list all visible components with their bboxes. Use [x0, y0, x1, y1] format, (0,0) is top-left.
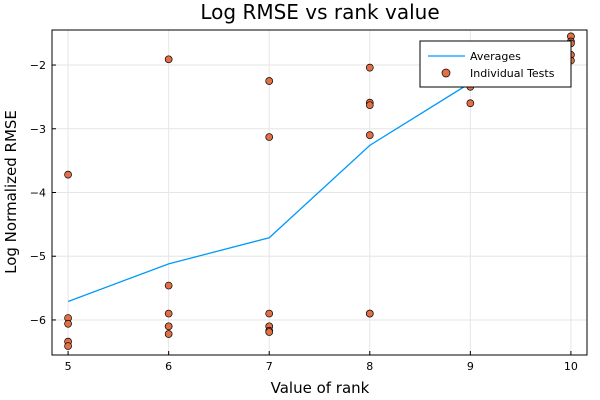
x-tick-label: 10 — [564, 360, 578, 373]
individual-test-point — [365, 101, 374, 110]
x-axis-label: Value of rank — [271, 379, 370, 397]
y-tick-label: −5 — [30, 250, 46, 263]
x-tick-label: 8 — [366, 360, 373, 373]
x-tick-label: 7 — [266, 360, 273, 373]
y-tick-label: −6 — [30, 314, 46, 327]
individual-test-point — [164, 309, 173, 318]
individual-test-point — [64, 170, 72, 179]
individual-test-point — [164, 281, 173, 290]
y-tick-label: −4 — [30, 187, 46, 200]
individual-test-point — [365, 309, 374, 318]
legend-entry-averages: Averages — [470, 50, 521, 63]
individual-test-point — [164, 330, 173, 338]
legend-entry-individual-tests: Individual Tests — [470, 67, 555, 80]
individual-test-point — [265, 77, 274, 85]
individual-test-point — [265, 309, 274, 318]
individual-test-point — [164, 322, 173, 331]
legend: Averages Individual Tests — [419, 40, 572, 88]
individual-test-point — [265, 328, 274, 336]
individual-test-point — [265, 133, 274, 141]
x-tick-label: 5 — [65, 360, 72, 373]
individual-test-point — [164, 55, 173, 64]
individual-test-point — [365, 131, 374, 139]
legend-point-marker — [441, 68, 451, 78]
individual-test-point — [365, 63, 374, 72]
y-axis-label: Log Normalized RMSE — [2, 110, 20, 274]
legend-box — [419, 40, 572, 88]
y-tick-label: −3 — [30, 123, 46, 136]
chart-title: Log RMSE vs rank value — [200, 0, 439, 24]
individual-test-point — [466, 99, 475, 108]
y-tick-label: −2 — [30, 59, 46, 72]
x-tick-label: 9 — [467, 360, 474, 373]
x-tick-label: 6 — [165, 360, 172, 373]
individual-test-point — [64, 319, 72, 328]
individual-test-point — [64, 342, 72, 350]
tick-layer: 5 6 7 8 9 10 −6 −5 −4 −3 −2 — [30, 59, 578, 373]
